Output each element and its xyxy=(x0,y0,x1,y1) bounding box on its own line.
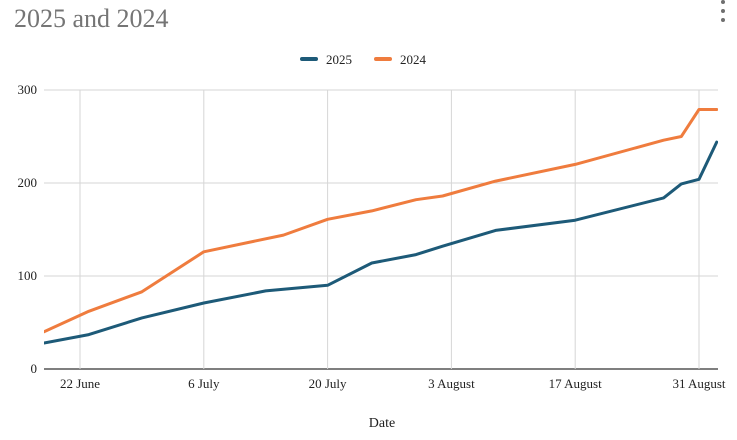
legend-label: 2025 xyxy=(326,52,352,67)
series-line-2025 xyxy=(44,140,718,345)
chart-title: 2025 and 2024 xyxy=(14,4,169,33)
x-tick-label: 3 August xyxy=(428,376,475,391)
x-tick-label: 17 August xyxy=(549,376,602,391)
x-tick-label: 22 June xyxy=(60,376,100,391)
y-tick-label: 200 xyxy=(18,175,38,190)
y-tick-label: 0 xyxy=(31,361,38,376)
menu-dot xyxy=(721,18,725,22)
menu-dot xyxy=(721,9,725,13)
menu-dot xyxy=(721,0,725,4)
x-tick-label: 20 July xyxy=(309,376,347,391)
y-tick-label: 300 xyxy=(18,82,38,97)
series-line-2024 xyxy=(44,108,718,334)
more-vert-icon[interactable] xyxy=(717,0,729,22)
x-axis-title: Date xyxy=(369,416,395,431)
x-tick-label: 6 July xyxy=(188,376,220,391)
x-tick-label: 31 August xyxy=(672,376,725,391)
y-tick-label: 100 xyxy=(18,268,38,283)
legend-label: 2024 xyxy=(400,52,427,67)
